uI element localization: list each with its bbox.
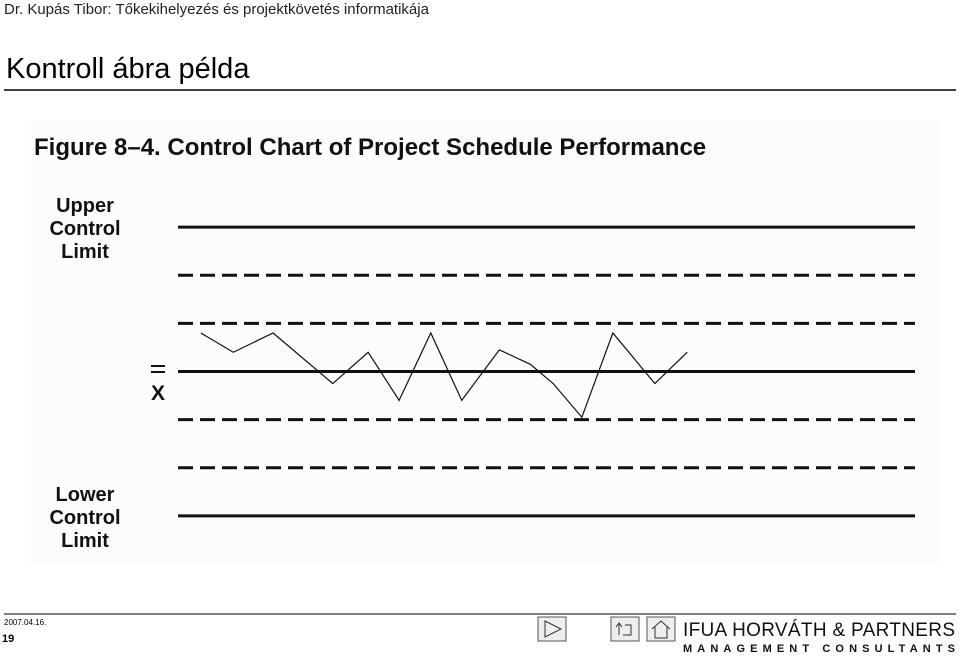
date: 2007.04.16. xyxy=(4,618,46,627)
home-button[interactable] xyxy=(646,616,676,642)
slide-title: Kontroll ábra példa xyxy=(6,53,250,85)
figure-title: Figure 8–4. Control Chart of Project Sch… xyxy=(34,134,706,161)
back-button[interactable] xyxy=(610,616,640,642)
label-line: Control xyxy=(49,507,120,529)
label-line: Control xyxy=(49,218,120,240)
mean-label: X xyxy=(151,382,165,405)
play-button[interactable] xyxy=(537,616,567,642)
label-line: Limit xyxy=(61,530,109,552)
figure-background xyxy=(25,120,940,565)
label-line: Upper xyxy=(56,195,114,217)
logo-subtitle: MANAGEMENT CONSULTANTS xyxy=(683,643,955,655)
author-line: Dr. Kupás Tibor: Tőkekihelyezés és proje… xyxy=(4,1,430,18)
label-line: Lower xyxy=(56,484,115,506)
page-number: 19 xyxy=(2,633,14,645)
logo: IFUA HORVÁTH & PARTNERS xyxy=(683,620,955,641)
data-line xyxy=(200,331,688,419)
label-line: Limit xyxy=(61,241,109,263)
